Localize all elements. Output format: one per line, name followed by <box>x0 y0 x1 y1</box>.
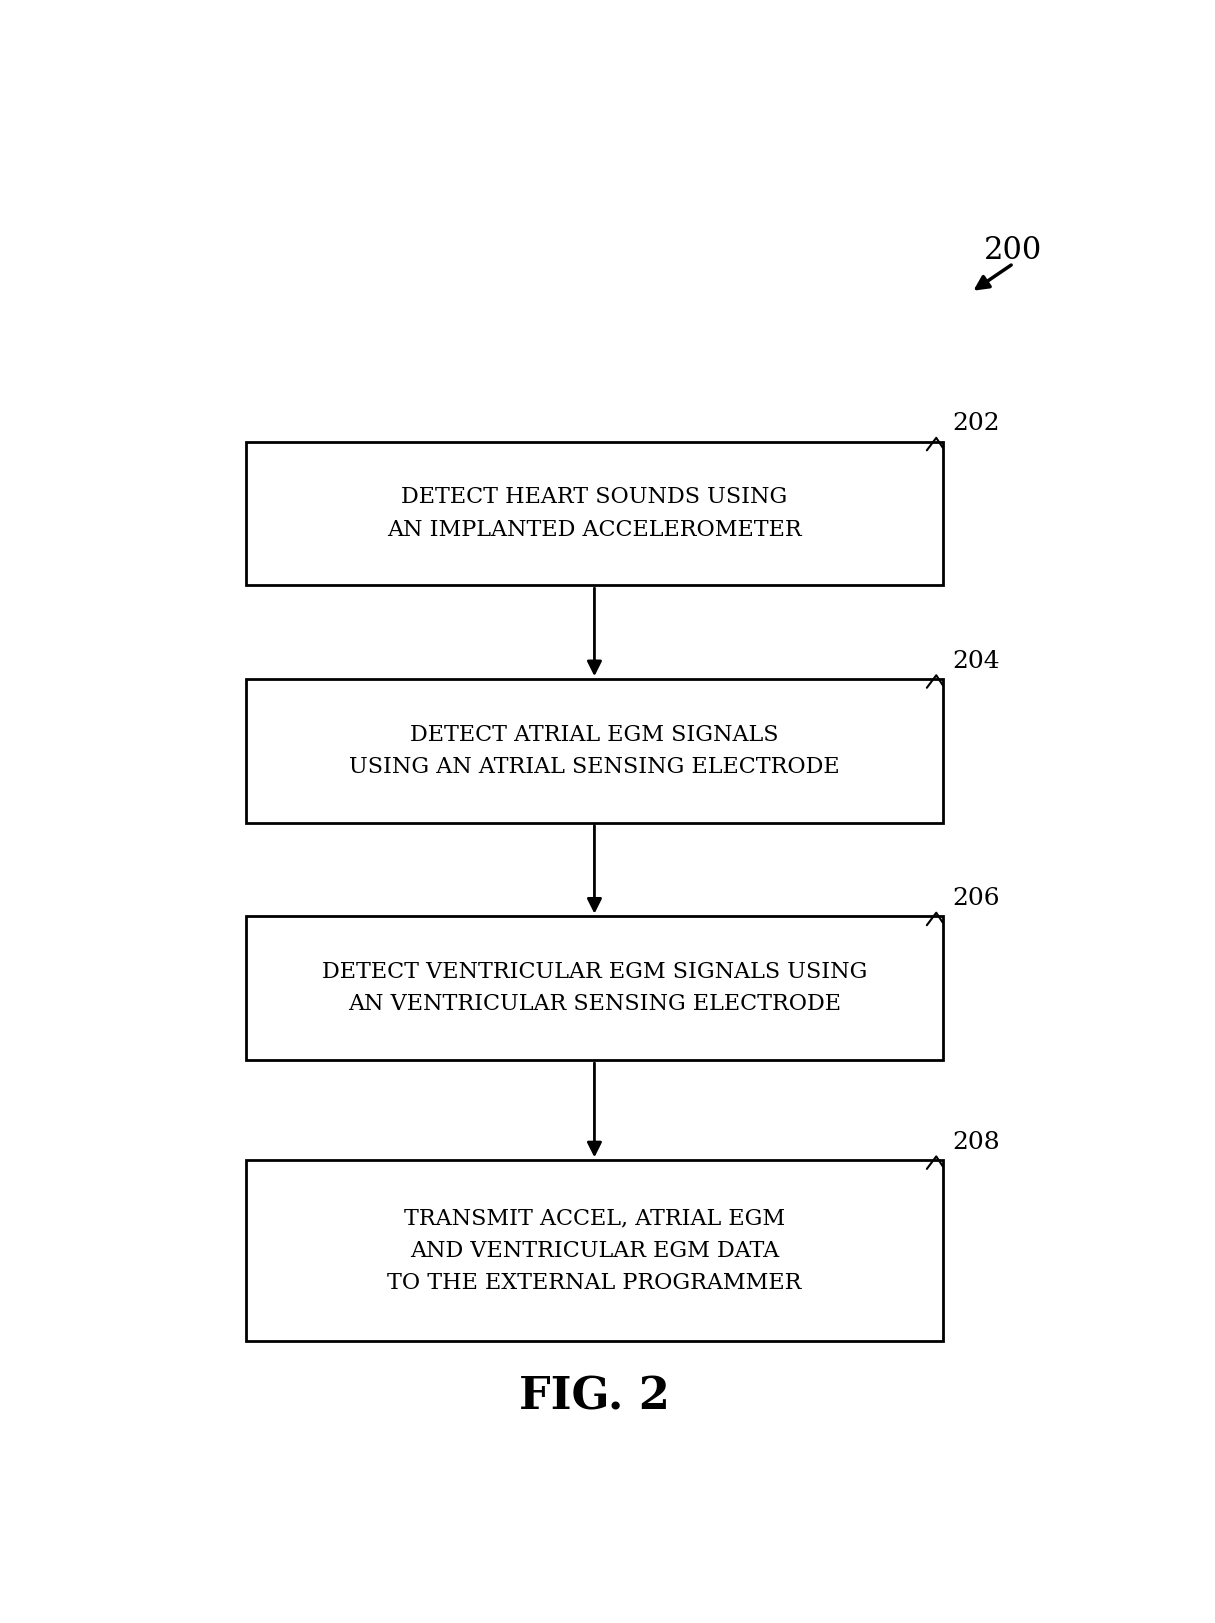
Bar <box>245 441 943 586</box>
Bar <box>245 678 943 823</box>
Text: DETECT HEART SOUNDS USING
AN IMPLANTED ACCELEROMETER: DETECT HEART SOUNDS USING AN IMPLANTED A… <box>388 487 802 540</box>
Text: TRANSMIT ACCEL, ATRIAL EGM
AND VENTRICULAR EGM DATA
TO THE EXTERNAL PROGRAMMER: TRANSMIT ACCEL, ATRIAL EGM AND VENTRICUL… <box>388 1208 802 1294</box>
Text: FIG. 2: FIG. 2 <box>519 1375 669 1419</box>
Text: 200: 200 <box>984 235 1042 266</box>
Text: 204: 204 <box>953 649 1000 674</box>
Text: DETECT ATRIAL EGM SIGNALS
USING AN ATRIAL SENSING ELECTRODE: DETECT ATRIAL EGM SIGNALS USING AN ATRIA… <box>349 724 840 777</box>
Text: 202: 202 <box>953 412 1000 435</box>
Bar <box>245 1160 943 1341</box>
Text: 206: 206 <box>953 888 1000 911</box>
Text: DETECT VENTRICULAR EGM SIGNALS USING
AN VENTRICULAR SENSING ELECTRODE: DETECT VENTRICULAR EGM SIGNALS USING AN … <box>322 961 868 1016</box>
Bar <box>245 917 943 1060</box>
Text: 208: 208 <box>953 1131 1000 1154</box>
